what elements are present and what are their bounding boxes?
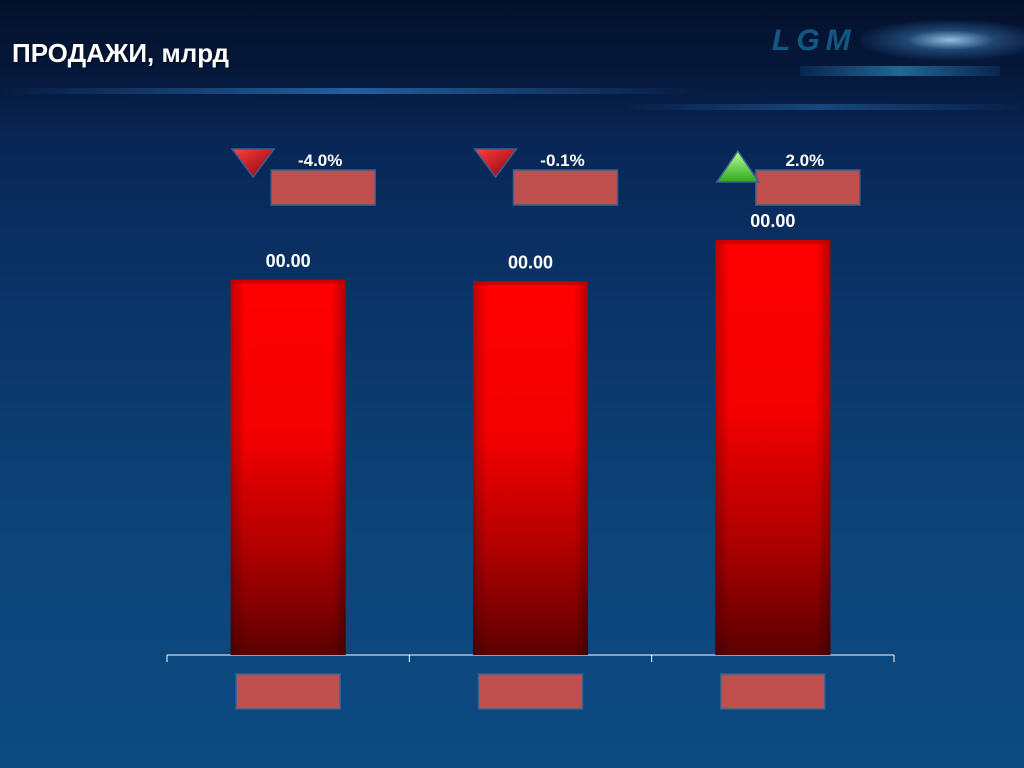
- bar-value-label: 00.00: [266, 251, 311, 271]
- bar-shading: [473, 281, 588, 655]
- bar-value-label: 00.00: [508, 252, 553, 272]
- bar-top-edge: [230, 279, 346, 284]
- category-label-placeholder: [477, 673, 584, 710]
- decorative-streak: [0, 88, 700, 94]
- decorative-streak: [620, 104, 1024, 110]
- trend-down-icon: [473, 148, 518, 179]
- bar-value-label: 00.00: [750, 211, 795, 231]
- change-label-placeholder: [512, 169, 619, 206]
- percent-change-label: -0.1%: [540, 151, 584, 170]
- bar-top-edge: [473, 281, 588, 286]
- bar-shading: [230, 279, 346, 655]
- trend-up-icon: [715, 149, 761, 183]
- change-label-placeholder: [755, 169, 861, 206]
- bar-top-edge: [715, 240, 831, 244]
- category-label-placeholder: [720, 673, 826, 710]
- trend-down-icon: [230, 148, 276, 179]
- logo-tagline-strip: [800, 66, 1000, 76]
- category-label-placeholder: [235, 673, 341, 710]
- bar-shading: [715, 240, 831, 655]
- company-logo: LGM: [772, 24, 857, 57]
- percent-change-label: 2.0%: [785, 151, 824, 170]
- light-flare: [860, 20, 1024, 60]
- change-label-placeholder: [270, 169, 376, 206]
- page-title: ПРОДАЖИ, млрд: [12, 38, 229, 68]
- percent-change-label: -4.0%: [298, 151, 342, 170]
